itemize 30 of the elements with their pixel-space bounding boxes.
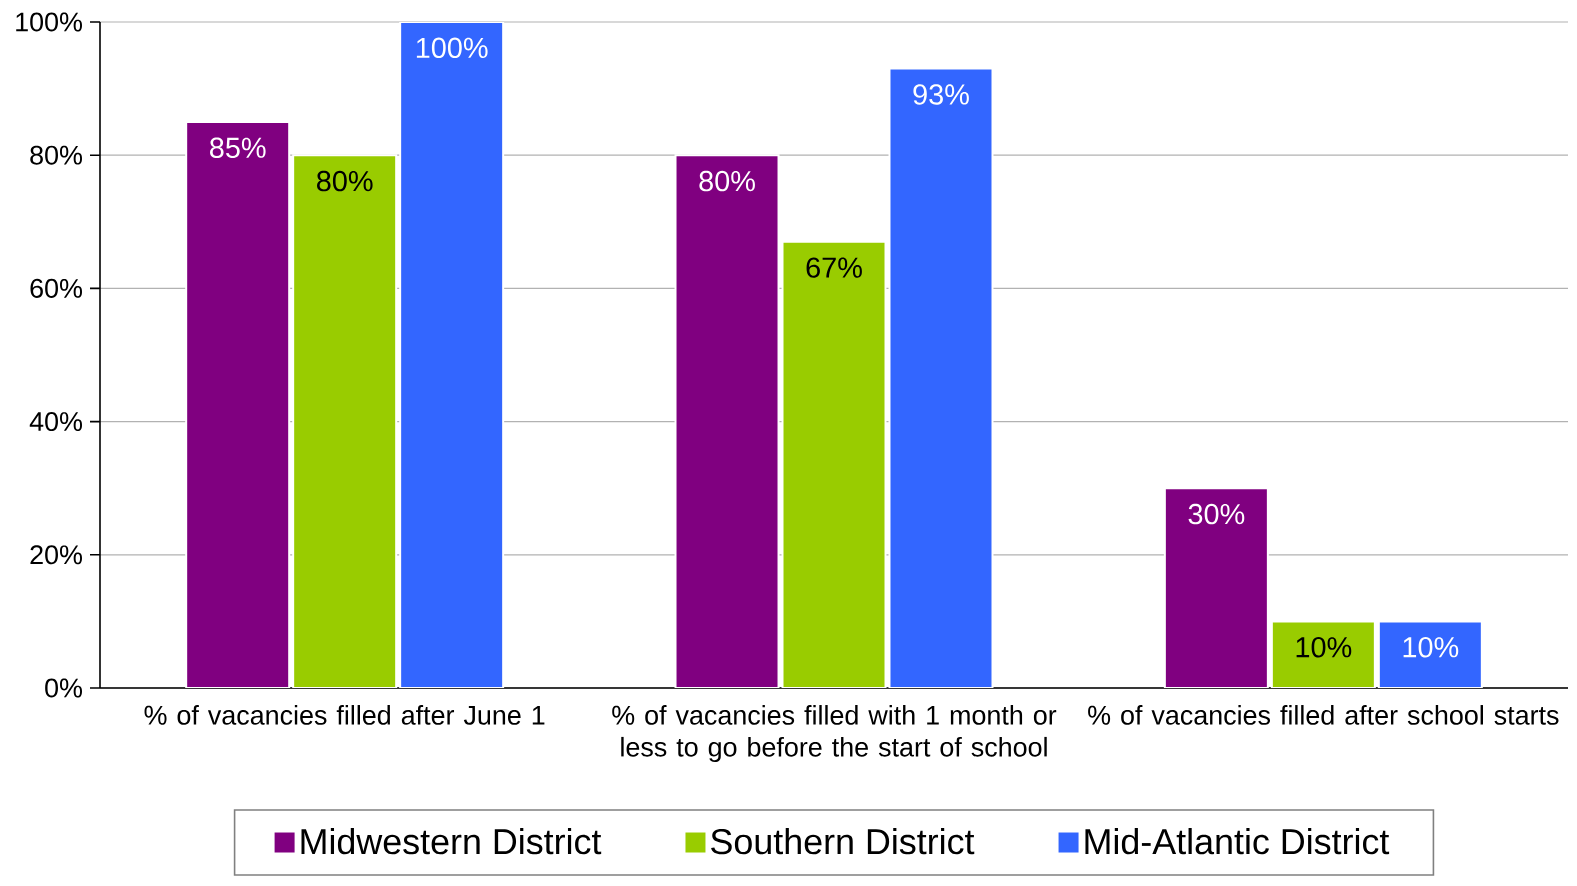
bar [292, 154, 398, 688]
data-label: 93% [913, 84, 969, 105]
x-tick-label: % of vacancies filled with 1 month or less to go before the start of school [612, 705, 1057, 762]
x-tick-label: % of vacancies filled after school starts [1088, 705, 1559, 725]
data-label: 10% [1403, 637, 1459, 658]
y-tick-label: 40% [29, 412, 82, 432]
bar [399, 21, 505, 688]
bar [185, 120, 291, 688]
data-label: 80% [317, 170, 373, 192]
x-tick-label: % of vacancies filled after June 1 [144, 705, 545, 725]
data-label: 80% [699, 170, 755, 192]
bar [781, 240, 887, 688]
y-tick-label: 80% [30, 145, 82, 165]
data-label: 100% [416, 37, 488, 59]
data-label: 85% [210, 137, 266, 158]
legend-label: Southern District [711, 828, 975, 855]
data-label: 67% [806, 257, 862, 278]
bar [1163, 487, 1269, 688]
bar [888, 67, 994, 688]
bar [1270, 620, 1376, 688]
data-label: 10% [1296, 637, 1352, 658]
y-tick-label: 100% [16, 12, 82, 32]
bar [1377, 620, 1483, 688]
y-tick-label: 20% [30, 545, 82, 565]
data-label: 30% [1188, 503, 1245, 525]
y-tick-label: 0% [45, 678, 83, 698]
legend-label: Mid-Atlantic District [1085, 828, 1390, 855]
bar [674, 154, 780, 688]
y-tick-label: 60% [30, 278, 82, 298]
legend-label: Midwestern District [301, 828, 602, 855]
